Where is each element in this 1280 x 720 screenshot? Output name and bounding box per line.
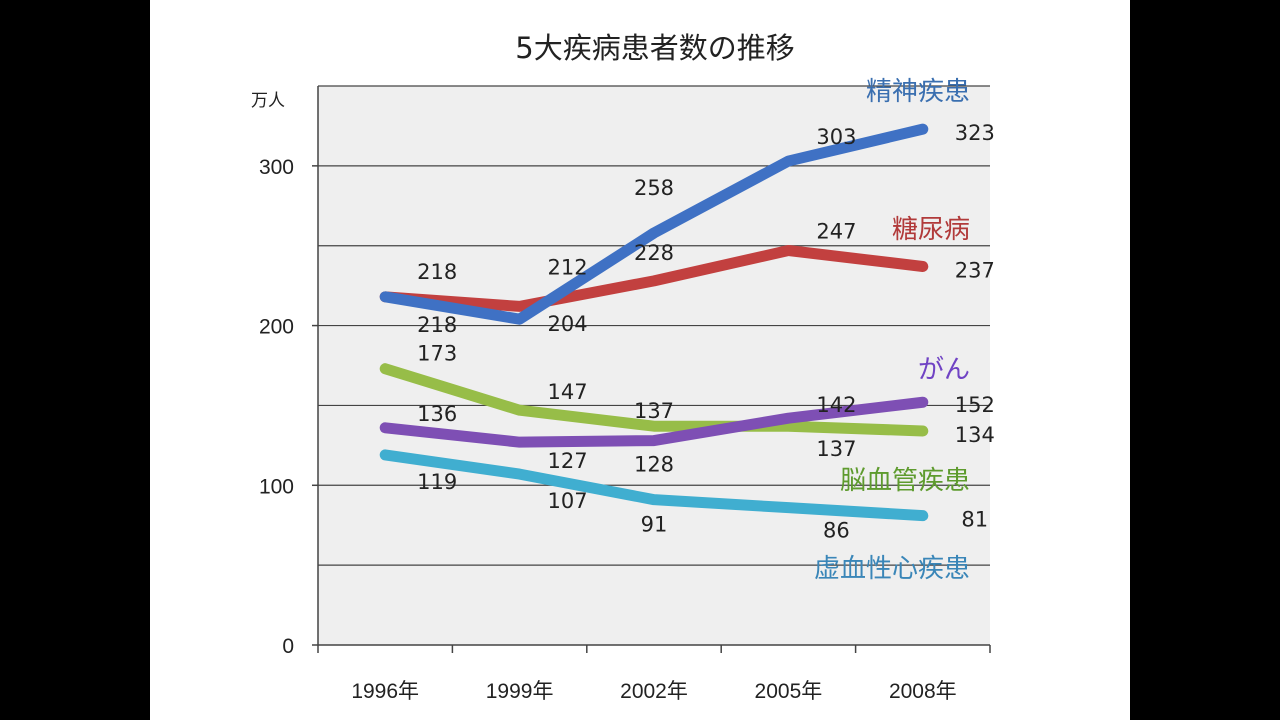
chart-title: 5大疾病患者数の推移 bbox=[515, 31, 794, 65]
data-label: 86 bbox=[823, 519, 850, 543]
data-label: 136 bbox=[417, 402, 457, 426]
series-line-3 bbox=[379, 363, 929, 437]
data-label: 204 bbox=[548, 312, 588, 336]
series-line-2 bbox=[379, 396, 929, 448]
data-label: 247 bbox=[816, 220, 856, 244]
y-tick-label: 100 bbox=[259, 475, 294, 498]
series-name-label: 精神疾患 bbox=[866, 77, 970, 107]
data-label: 81 bbox=[961, 508, 988, 532]
y-tick-label: 300 bbox=[259, 156, 294, 179]
data-label: 137 bbox=[634, 399, 674, 423]
x-tick-label: 2008年 bbox=[889, 680, 957, 703]
series-line-0 bbox=[379, 123, 929, 325]
x-tick-label: 1996年 bbox=[351, 680, 419, 703]
data-label: 212 bbox=[548, 255, 588, 279]
data-label: 137 bbox=[816, 437, 856, 461]
axes: 0 100 200 300 1996年 1999年 2002年 2005年 2008年 bbox=[259, 86, 991, 703]
series-name-label: 脳血管疾患 bbox=[840, 466, 970, 496]
x-tick-label: 2005年 bbox=[755, 680, 823, 703]
plot-area bbox=[318, 86, 990, 645]
series-name-label: 虚血性心疾患 bbox=[814, 554, 970, 584]
data-label: 218 bbox=[417, 313, 457, 337]
y-axis-unit: 万人 bbox=[251, 91, 285, 111]
y-tick-label: 0 bbox=[282, 635, 294, 658]
data-label: 173 bbox=[417, 342, 457, 366]
data-label: 107 bbox=[548, 489, 588, 513]
y-tick-label: 200 bbox=[259, 316, 294, 339]
data-label: 258 bbox=[634, 176, 674, 200]
series-line-4 bbox=[379, 449, 929, 522]
data-label: 127 bbox=[548, 449, 588, 473]
data-label: 147 bbox=[548, 380, 588, 404]
series-name-label: がん bbox=[918, 355, 970, 385]
data-label: 128 bbox=[634, 453, 674, 477]
data-label: 323 bbox=[955, 121, 995, 145]
data-label: 119 bbox=[417, 470, 457, 494]
data-label: 142 bbox=[816, 393, 856, 417]
data-label: 303 bbox=[816, 125, 856, 149]
x-tick-label: 2002年 bbox=[620, 680, 688, 703]
series-line-1 bbox=[379, 245, 929, 312]
data-label: 91 bbox=[641, 513, 668, 537]
data-label: 237 bbox=[955, 258, 995, 282]
data-label: 228 bbox=[634, 241, 674, 265]
data-labels: 218 204 258 303 323 218 212 228 247 237 136 127 128 1… bbox=[417, 121, 995, 543]
series-name-label: 糖尿病 bbox=[892, 215, 970, 245]
data-label: 152 bbox=[955, 393, 995, 417]
x-tick-label: 1999年 bbox=[486, 680, 554, 703]
data-label: 134 bbox=[955, 423, 995, 447]
series-lines bbox=[379, 123, 929, 522]
data-label: 218 bbox=[417, 260, 457, 284]
